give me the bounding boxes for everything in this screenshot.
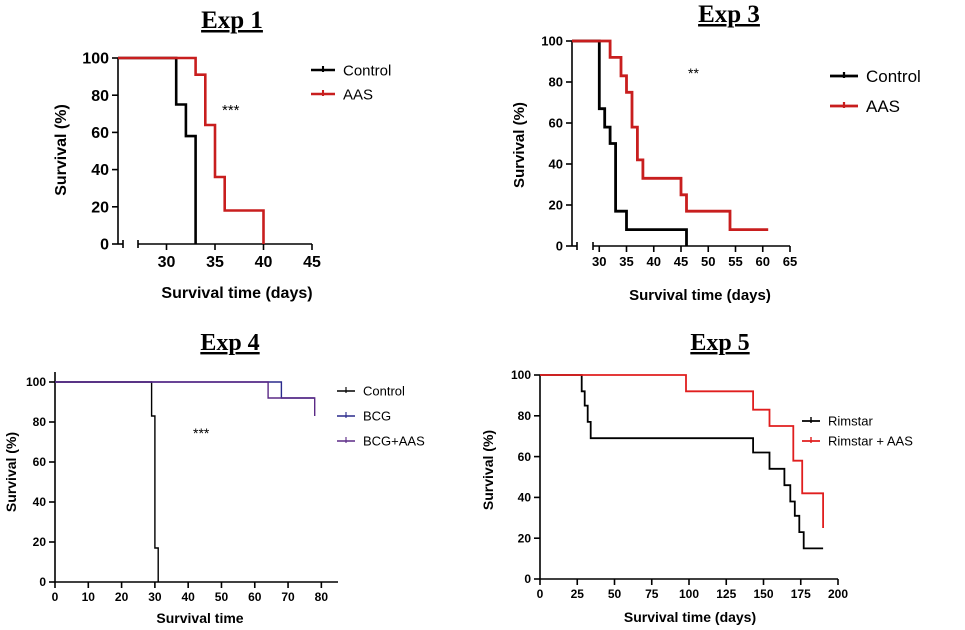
x-tick-label: 25 <box>571 587 585 601</box>
series-line-bcg-aas <box>55 381 316 416</box>
x-tick-label: 125 <box>716 587 736 601</box>
x-tick-label: 200 <box>828 587 848 601</box>
x-tick-label: 75 <box>645 587 659 601</box>
y-tick-label: 40 <box>549 157 563 172</box>
legend-label: Control <box>363 384 405 399</box>
y-tick-label: 20 <box>33 535 47 549</box>
x-tick-label: 40 <box>181 590 195 604</box>
chart-panel-2: Exp 3 0 20 40 60 80 100 30 35 40 45 50 55 60 65 Surviva… <box>511 1 921 304</box>
y-tick-label: 0 <box>100 237 109 254</box>
x-tick-label: 35 <box>206 254 224 271</box>
y-tick-label: 20 <box>91 199 109 216</box>
series-line-aas <box>572 39 769 232</box>
legend-label: AAS <box>866 97 900 116</box>
x-tick-label: 80 <box>315 590 329 604</box>
y-tick-label: 80 <box>33 415 47 429</box>
y-tick-label: 40 <box>518 491 532 505</box>
x-tick-label: 40 <box>255 254 273 271</box>
y-tick-label: 100 <box>511 368 531 382</box>
y-axis-label: Survival (%) <box>480 430 496 510</box>
chart-title: Exp 1 <box>201 7 263 34</box>
x-tick-label: 60 <box>248 590 262 604</box>
chart-title: Exp 3 <box>698 1 760 28</box>
y-tick-label: 80 <box>549 75 563 90</box>
y-tick-label: 60 <box>518 450 532 464</box>
y-tick-label: 80 <box>91 88 109 105</box>
y-tick-label: 60 <box>549 116 563 131</box>
legend-label: Rimstar <box>828 414 873 429</box>
chart-panel-4: Exp 5 0 20 40 60 80 100 0 25 50 75 100 125 150 175 200 S… <box>480 330 913 625</box>
y-tick-label: 20 <box>518 531 532 545</box>
x-tick-label: 150 <box>753 587 773 601</box>
x-tick-label: 30 <box>158 254 176 271</box>
y-tick-label: 60 <box>91 125 109 142</box>
y-tick-label: 100 <box>541 34 563 49</box>
x-tick-label: 100 <box>679 587 699 601</box>
x-tick-label: 40 <box>647 254 661 269</box>
x-tick-label: 45 <box>303 254 321 271</box>
y-tick-label: 0 <box>39 575 46 589</box>
chart-title: Exp 5 <box>690 330 749 356</box>
x-tick-label: 0 <box>537 587 544 601</box>
series-line-rimstar-aas <box>540 374 824 528</box>
series-line-rimstar <box>540 374 824 550</box>
y-axis-label: Survival (%) <box>3 432 19 512</box>
y-axis-label: Survival (%) <box>53 104 70 196</box>
x-axis-label: Survival time <box>156 610 243 626</box>
x-tick-label: 20 <box>115 590 129 604</box>
x-axis-label: Survival time (days) <box>624 609 756 625</box>
x-tick-label: 50 <box>701 254 715 269</box>
x-tick-label: 35 <box>619 254 633 269</box>
significance-label: *** <box>222 102 240 119</box>
x-axis-label: Survival time (days) <box>629 287 771 304</box>
significance-label: ** <box>688 65 699 81</box>
series-line-control <box>118 56 197 244</box>
chart-panel-3: Exp 4 0 20 40 60 80 100 0 10 20 30 40 50 60 70 80 Surviv… <box>3 330 425 626</box>
legend-label: BCG+AAS <box>363 434 425 449</box>
y-tick-label: 100 <box>26 375 46 389</box>
y-tick-label: 100 <box>82 51 109 68</box>
chart-title: Exp 4 <box>200 330 259 356</box>
y-tick-label: 20 <box>549 198 563 213</box>
x-tick-label: 70 <box>281 590 295 604</box>
y-tick-label: 80 <box>518 409 532 423</box>
x-tick-label: 60 <box>756 254 770 269</box>
y-axis-label: Survival (%) <box>511 102 528 188</box>
y-tick-label: 0 <box>556 239 563 254</box>
series-line-bcg <box>55 381 315 399</box>
legend-label: BCG <box>363 409 391 424</box>
x-tick-label: 50 <box>215 590 229 604</box>
y-tick-label: 40 <box>91 162 109 179</box>
y-tick-label: 0 <box>524 572 531 586</box>
y-tick-label: 60 <box>33 455 47 469</box>
legend-label: AAS <box>343 86 373 103</box>
x-tick-label: 45 <box>674 254 688 269</box>
series-line-control <box>572 39 688 246</box>
significance-label: *** <box>193 425 210 441</box>
x-tick-label: 30 <box>592 254 606 269</box>
x-tick-label: 175 <box>791 587 811 601</box>
x-tick-label: 10 <box>82 590 96 604</box>
x-tick-label: 0 <box>52 590 59 604</box>
x-tick-label: 55 <box>728 254 742 269</box>
legend-label: Rimstar + AAS <box>828 434 913 449</box>
x-tick-label: 30 <box>148 590 162 604</box>
y-tick-label: 40 <box>33 495 47 509</box>
chart-panel-1: Exp 1 0 20 40 60 80 100 30 35 40 45 Survival time (… <box>53 7 391 302</box>
x-tick-label: 50 <box>608 587 622 601</box>
series-line-aas <box>118 56 265 244</box>
series-line-control <box>55 381 159 582</box>
legend-label: Control <box>343 62 391 79</box>
x-tick-label: 65 <box>783 254 797 269</box>
legend-label: Control <box>866 67 921 86</box>
x-axis-label: Survival time (days) <box>161 285 312 302</box>
